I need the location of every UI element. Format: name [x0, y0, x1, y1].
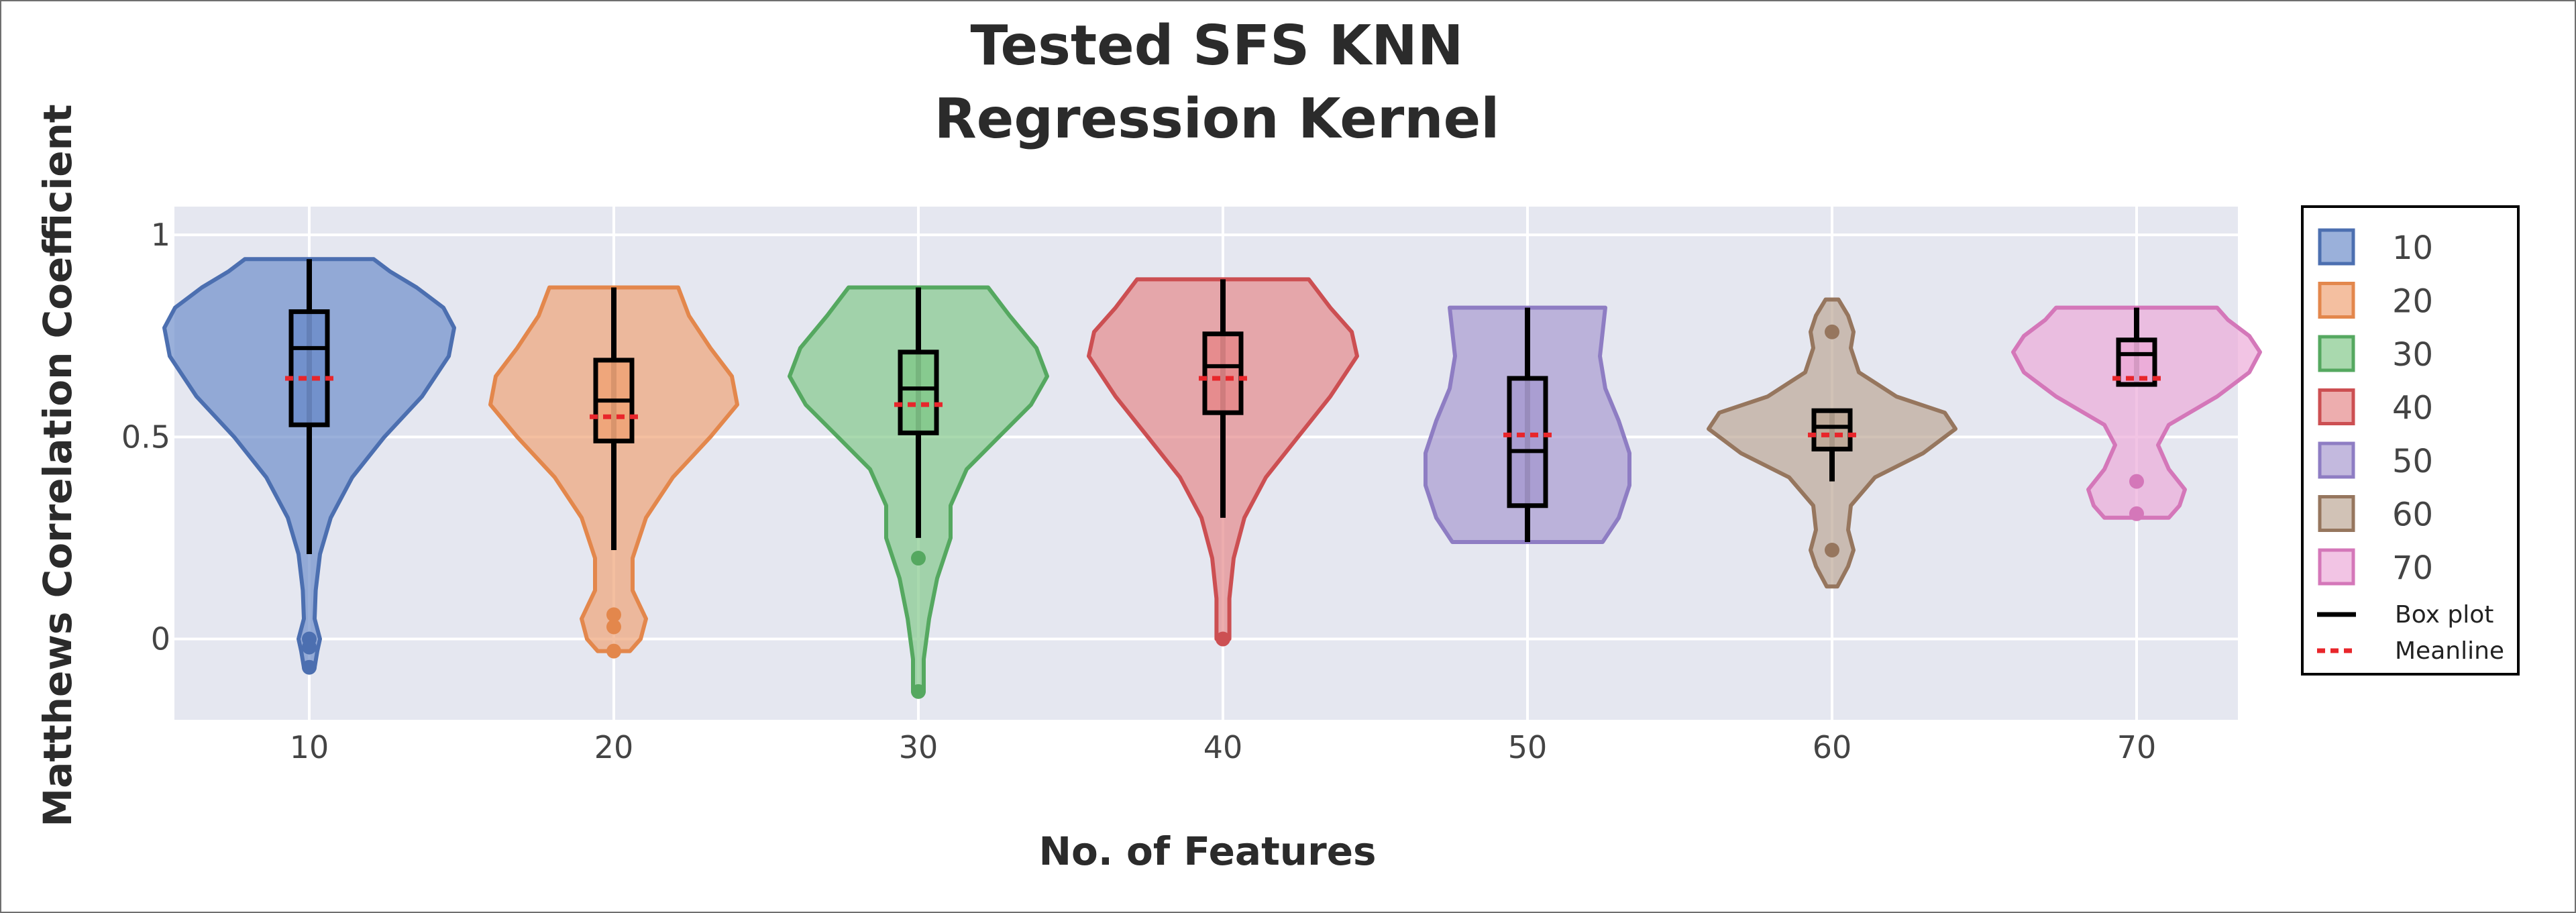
chart-title-line-2: Regression Kernel — [934, 87, 1500, 151]
violin-group-30 — [788, 285, 1049, 699]
x-tick-label: 50 — [1508, 729, 1548, 765]
box-70 — [2116, 337, 2157, 387]
legend-swatch-20 — [2318, 282, 2355, 319]
legend-label: 50 — [2392, 443, 2433, 480]
outlier-point — [1216, 631, 1230, 647]
y-tick-label: 0 — [151, 621, 170, 657]
x-tick-label: 70 — [2117, 729, 2157, 765]
violin-group-40 — [1087, 277, 1359, 647]
x-tick-label: 10 — [290, 729, 329, 765]
legend-swatch-70 — [2318, 548, 2355, 586]
violin-group-60 — [1707, 297, 1957, 589]
legend-label: 40 — [2392, 390, 2433, 427]
y-tick-label: 0.5 — [121, 419, 170, 455]
legend-swatch-60 — [2318, 495, 2355, 532]
x-axis-title: No. of Features — [1038, 828, 1376, 874]
violin-group-70 — [2011, 305, 2262, 521]
outlier-point — [302, 639, 317, 655]
violin-group-20 — [488, 285, 739, 659]
outlier-point — [911, 551, 926, 566]
box-30 — [898, 350, 939, 435]
legend-swatch-30 — [2318, 335, 2355, 372]
chart-title-line-1: Tested SFS KNN — [971, 14, 1464, 78]
outlier-point — [2129, 506, 2144, 521]
y-axis-title: Matthews Correlation Coefficient — [35, 104, 80, 826]
outlier-point — [606, 619, 621, 635]
outlier-point — [2129, 474, 2144, 489]
box-10 — [288, 309, 330, 427]
outlier-point — [606, 643, 621, 659]
outlier-point — [606, 607, 621, 623]
box-40 — [1202, 331, 1244, 415]
box-50 — [1507, 376, 1548, 508]
outlier-point — [1825, 324, 1839, 339]
x-tick-label: 40 — [1203, 729, 1243, 765]
legend-label: Box plot — [2395, 601, 2493, 629]
legend-label: 10 — [2392, 229, 2433, 267]
outlier-point — [302, 659, 317, 675]
legend-label: 30 — [2392, 336, 2433, 374]
x-tick-label: 20 — [594, 729, 634, 765]
x-tick-label: 60 — [1813, 729, 1852, 765]
legend-label: Meanline — [2395, 637, 2504, 665]
outlier-point — [1825, 543, 1839, 558]
legend-label: 60 — [2392, 496, 2433, 534]
x-tick-label: 30 — [899, 729, 938, 765]
legend-swatch-40 — [2318, 388, 2355, 425]
violin-70 — [2011, 305, 2262, 520]
outlier-point — [911, 684, 926, 699]
violin-group-10 — [162, 257, 456, 675]
legend-swatch-50 — [2318, 441, 2355, 479]
legend-label: 20 — [2392, 283, 2433, 321]
y-tick-label: 1 — [151, 217, 170, 253]
legend-label: 70 — [2392, 549, 2433, 587]
violin-group-50 — [1424, 305, 1631, 544]
box-60 — [1811, 408, 1853, 451]
legend-swatch-10 — [2318, 228, 2355, 266]
